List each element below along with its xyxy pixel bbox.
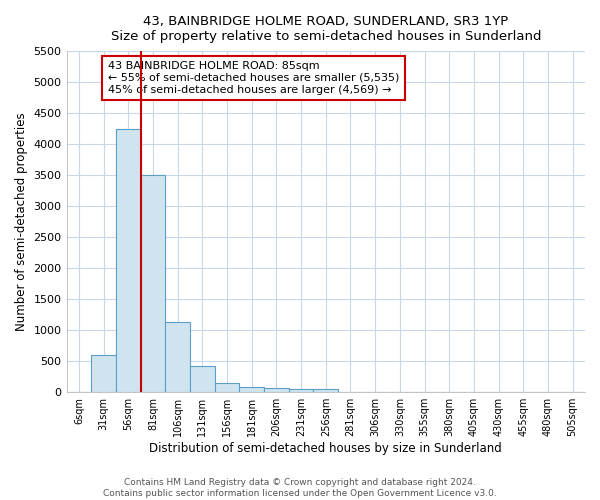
Bar <box>165 322 190 392</box>
X-axis label: Distribution of semi-detached houses by size in Sunderland: Distribution of semi-detached houses by … <box>149 442 502 455</box>
Bar <box>289 389 313 392</box>
Text: 43 BAINBRIDGE HOLME ROAD: 85sqm
← 55% of semi-detached houses are smaller (5,535: 43 BAINBRIDGE HOLME ROAD: 85sqm ← 55% of… <box>108 62 400 94</box>
Bar <box>116 128 140 392</box>
Bar <box>190 366 215 392</box>
Y-axis label: Number of semi-detached properties: Number of semi-detached properties <box>15 112 28 331</box>
Bar <box>239 387 264 392</box>
Title: 43, BAINBRIDGE HOLME ROAD, SUNDERLAND, SR3 1YP
Size of property relative to semi: 43, BAINBRIDGE HOLME ROAD, SUNDERLAND, S… <box>110 15 541 43</box>
Bar <box>264 388 289 392</box>
Text: Contains HM Land Registry data © Crown copyright and database right 2024.
Contai: Contains HM Land Registry data © Crown c… <box>103 478 497 498</box>
Bar <box>91 355 116 392</box>
Bar <box>215 383 239 392</box>
Bar <box>140 175 165 392</box>
Bar <box>313 389 338 392</box>
